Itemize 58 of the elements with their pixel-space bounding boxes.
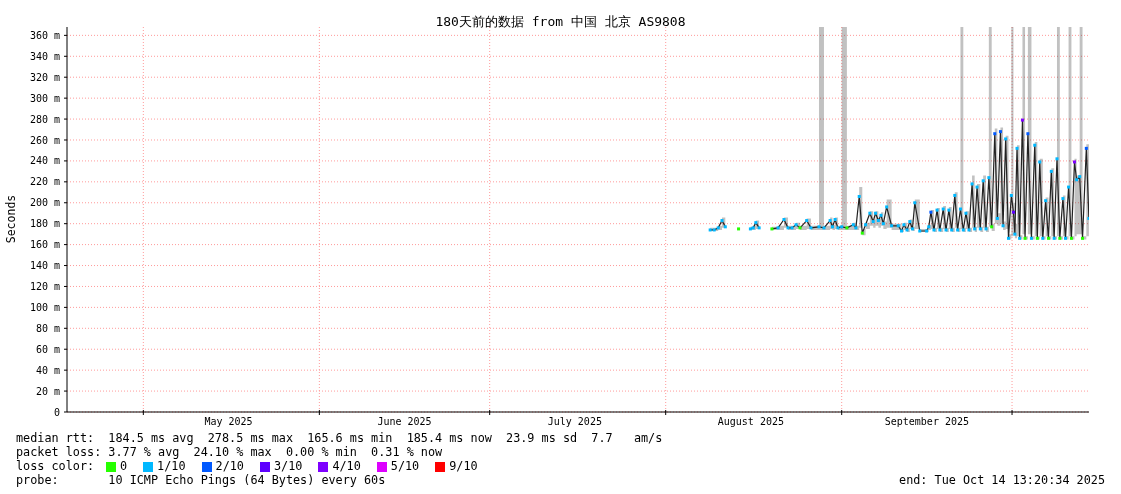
point xyxy=(845,226,849,230)
point xyxy=(1035,236,1039,240)
x-tick-label: May 2025 xyxy=(204,416,253,427)
y-tick-label: 260 m xyxy=(29,134,60,146)
point xyxy=(860,231,864,235)
y-tick-label: 80 m xyxy=(35,322,60,334)
point xyxy=(929,210,933,214)
legend-label: 1/10 xyxy=(157,459,186,473)
y-tick-label: 0 xyxy=(53,406,60,418)
y-tick-label: 240 m xyxy=(29,155,60,167)
point xyxy=(798,226,802,230)
text: probe: 10 ICMP Echo Pings (64 Bytes) every 60s xyxy=(16,473,386,487)
point xyxy=(1026,132,1030,136)
legend-label: 0 xyxy=(120,459,128,473)
point xyxy=(770,227,774,231)
legend-label: 9/10 xyxy=(449,459,478,473)
legend-label: 4/10 xyxy=(332,459,361,473)
point xyxy=(990,225,994,229)
point xyxy=(1011,210,1015,214)
text: end: Tue Oct 14 13:20:34 2025 xyxy=(899,473,1105,487)
point xyxy=(1072,160,1076,164)
y-tick-label: 340 m xyxy=(29,50,60,62)
point xyxy=(1023,236,1027,240)
point xyxy=(993,132,997,136)
legend-label: 3/10 xyxy=(273,459,303,473)
chart-title: 180天前的数据 from 中国 北京 AS9808 xyxy=(434,13,687,31)
x-tick-label: August 2025 xyxy=(717,416,784,427)
point xyxy=(1084,146,1088,150)
y-tick-label: 140 m xyxy=(29,260,60,272)
y-tick-label: 200 m xyxy=(29,197,60,209)
x-tick-label: July 2025 xyxy=(547,416,602,427)
y-tick-label: 40 m xyxy=(35,364,60,376)
y-tick-label: 220 m xyxy=(29,176,60,188)
y-tick-label: 100 m xyxy=(29,301,60,313)
legend-label: 5/10 xyxy=(390,459,420,473)
y-tick-label: 320 m xyxy=(29,71,60,83)
legend-label: 2/10 xyxy=(215,459,244,473)
y-tick-label: 60 m xyxy=(35,343,60,355)
point xyxy=(1046,236,1050,240)
point xyxy=(1081,236,1085,240)
y-tick-label: 20 m xyxy=(35,385,60,397)
point xyxy=(1058,236,1062,240)
y-tick-label: 120 m xyxy=(29,281,60,293)
y-tick-label: 180 m xyxy=(29,218,60,230)
y-axis-title: Seconds xyxy=(4,194,18,244)
point xyxy=(1020,118,1024,122)
legend-title: loss color: xyxy=(16,459,95,473)
point xyxy=(998,130,1002,134)
y-tick-label: 160 m xyxy=(29,239,60,251)
x-tick-label: June 2025 xyxy=(377,416,432,427)
text: packet loss: 3.77 % avg 24.10 % max 0.00 % min 0.31 % now xyxy=(16,445,443,459)
y-tick-label: 360 m xyxy=(29,29,60,41)
text: median rtt: 184.5 ms avg 278.5 ms max 165.6 ms min 185.4 ms now 23.9 ms sd 7.7 am/s xyxy=(16,431,663,445)
x-tick-label: September 2025 xyxy=(884,416,970,427)
y-tick-label: 280 m xyxy=(29,113,60,125)
y-tick-label: 300 m xyxy=(29,92,60,104)
point xyxy=(1069,236,1073,240)
point xyxy=(737,227,741,231)
